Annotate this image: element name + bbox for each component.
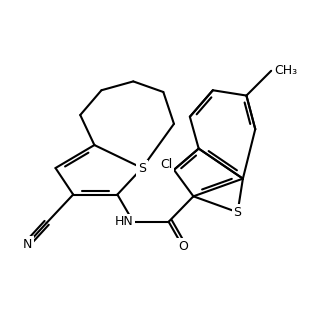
Text: S: S [138, 162, 146, 175]
Text: O: O [178, 240, 188, 253]
Text: Cl: Cl [160, 158, 172, 171]
Text: HN: HN [115, 215, 133, 228]
Text: CH₃: CH₃ [275, 64, 298, 77]
Text: N: N [23, 238, 32, 251]
Text: S: S [234, 206, 242, 219]
